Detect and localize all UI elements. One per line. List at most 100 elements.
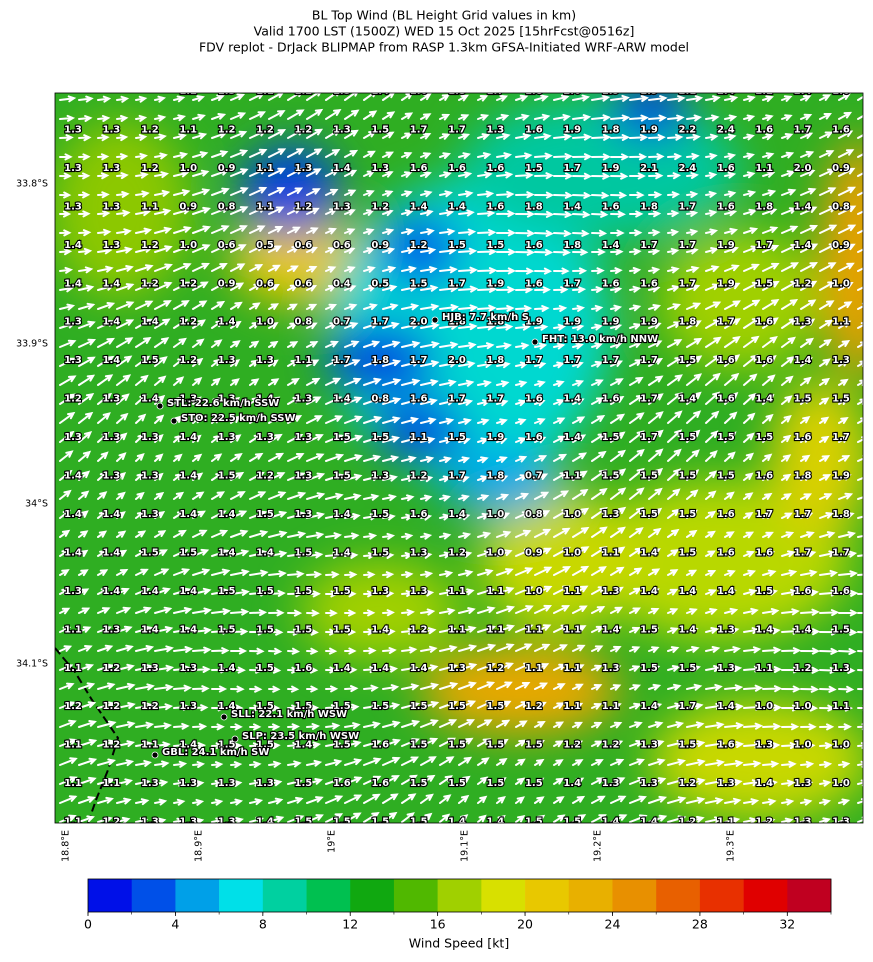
grid-value: 1.8 bbox=[448, 317, 466, 328]
grid-value: 1.6 bbox=[525, 278, 543, 289]
colorbar-tick-label: 32 bbox=[779, 917, 795, 932]
grid-value: 1.1 bbox=[563, 624, 581, 635]
grid-value: 1.4 bbox=[103, 586, 121, 597]
grid-value: 1.3 bbox=[256, 778, 274, 789]
grid-value: 1.3 bbox=[333, 124, 351, 135]
grid-value: 1.4 bbox=[179, 471, 197, 482]
grid-value: 1.5 bbox=[333, 817, 351, 828]
grid-value: 1.3 bbox=[487, 124, 505, 135]
station-label: STO: 22.5 km/h SSW bbox=[181, 413, 295, 424]
lat-label: 33.8°S bbox=[16, 179, 48, 190]
grid-value: 1.9 bbox=[487, 432, 505, 443]
lat-label: 34°S bbox=[25, 499, 48, 510]
colorbar-tick-label: 4 bbox=[171, 917, 179, 932]
grid-value: 1.6 bbox=[794, 432, 812, 443]
grid-value: 1.7 bbox=[487, 394, 505, 405]
grid-value: 1.5 bbox=[487, 240, 505, 251]
colorbar-segment bbox=[525, 879, 570, 912]
grid-value: 1.9 bbox=[487, 278, 505, 289]
grid-value: 1.6 bbox=[832, 124, 850, 135]
grid-value: 1.4 bbox=[794, 240, 812, 251]
grid-value: 1.4 bbox=[256, 547, 274, 558]
grid-value: 1.3 bbox=[179, 701, 197, 712]
grid-value: 1.2 bbox=[103, 740, 121, 751]
grid-value: 1.7 bbox=[448, 124, 466, 135]
grid-value: 1.0 bbox=[794, 701, 812, 712]
grid-value: 1.4 bbox=[679, 586, 697, 597]
grid-value: 1.5 bbox=[448, 778, 466, 789]
grid-value: 1.5 bbox=[410, 701, 428, 712]
grid-value: 0.9 bbox=[179, 201, 197, 212]
grid-value: 1.7 bbox=[755, 509, 773, 520]
grid-value: 0.6 bbox=[218, 240, 236, 251]
grid-value: 2.1 bbox=[640, 163, 658, 174]
grid-value: 1.1 bbox=[563, 471, 581, 482]
grid-value: 1.1 bbox=[256, 163, 274, 174]
grid-value: 1.8 bbox=[487, 355, 505, 366]
grid-value: 1.3 bbox=[295, 394, 313, 405]
station-dot bbox=[531, 338, 539, 346]
grid-value: 1.0 bbox=[256, 317, 274, 328]
grid-value: 1.5 bbox=[679, 509, 697, 520]
grid-value: 1.2 bbox=[755, 817, 773, 828]
grid-value: 1.3 bbox=[794, 778, 812, 789]
grid-value: 1.3 bbox=[64, 201, 82, 212]
grid-value: 1.4 bbox=[179, 624, 197, 635]
grid-value: 1.4 bbox=[717, 586, 735, 597]
grid-value: 1.4 bbox=[64, 240, 82, 251]
grid-value: 1.9 bbox=[602, 86, 620, 97]
grid-value: 1.1 bbox=[717, 817, 735, 828]
grid-value: 1.2 bbox=[179, 317, 197, 328]
colorbar-tick-label: 16 bbox=[430, 917, 446, 932]
grid-value: 1.2 bbox=[679, 817, 697, 828]
grid-value: 1.2 bbox=[295, 86, 313, 97]
grid-value: 0.8 bbox=[525, 509, 543, 520]
grid-value: 1.3 bbox=[218, 778, 236, 789]
grid-value: 1.5 bbox=[755, 432, 773, 443]
colorbar-segment bbox=[393, 879, 438, 912]
grid-value: 1.7 bbox=[371, 317, 389, 328]
grid-value: 1.7 bbox=[640, 394, 658, 405]
grid-value: 1.2 bbox=[179, 355, 197, 366]
grid-value: 1.2 bbox=[103, 663, 121, 674]
colorbar-tick-label: 24 bbox=[605, 917, 621, 932]
grid-value: 0.9 bbox=[832, 163, 850, 174]
grid-value: 1.3 bbox=[410, 547, 428, 558]
grid-value: 1.6 bbox=[487, 163, 505, 174]
grid-value: 1.5 bbox=[371, 124, 389, 135]
grid-value: 1.8 bbox=[794, 471, 812, 482]
grid-value: 0.7 bbox=[525, 471, 543, 482]
grid-value: 1.4 bbox=[794, 355, 812, 366]
grid-value: 1.5 bbox=[525, 817, 543, 828]
grid-value: 1.2 bbox=[410, 240, 428, 251]
grid-value: 1.4 bbox=[218, 317, 236, 328]
grid-value: 1.9 bbox=[717, 240, 735, 251]
grid-value: 1.1 bbox=[256, 201, 274, 212]
grid-value: 1.6 bbox=[525, 124, 543, 135]
grid-value: 1.5 bbox=[295, 778, 313, 789]
grid-value: 0.8 bbox=[371, 394, 389, 405]
grid-value: 1.3 bbox=[64, 124, 82, 135]
grid-value: 1.6 bbox=[448, 163, 466, 174]
grid-value: 1.4 bbox=[218, 509, 236, 520]
grid-value: 1.8 bbox=[525, 201, 543, 212]
grid-value: 1.2 bbox=[64, 394, 82, 405]
grid-value: 1.3 bbox=[371, 586, 389, 597]
grid-value: 1.1 bbox=[295, 355, 313, 366]
grid-value: 1.7 bbox=[679, 240, 697, 251]
grid-value: 1.5 bbox=[448, 432, 466, 443]
grid-value: 1.1 bbox=[256, 86, 274, 97]
grid-value: 1.2 bbox=[410, 624, 428, 635]
grid-value: 1.6 bbox=[794, 586, 812, 597]
grid-value: 1.1 bbox=[525, 663, 543, 674]
grid-value: 1.4 bbox=[333, 509, 351, 520]
grid-value: 1.7 bbox=[563, 355, 581, 366]
grid-value: 1.2 bbox=[371, 201, 389, 212]
grid-value: 1.3 bbox=[333, 201, 351, 212]
grid-value: 1.6 bbox=[717, 547, 735, 558]
grid-value: 1.8 bbox=[487, 471, 505, 482]
grid-value: 1.7 bbox=[448, 278, 466, 289]
grid-value: 1.1 bbox=[103, 778, 121, 789]
grid-value: 1.2 bbox=[141, 701, 159, 712]
grid-value: 0.9 bbox=[371, 240, 389, 251]
